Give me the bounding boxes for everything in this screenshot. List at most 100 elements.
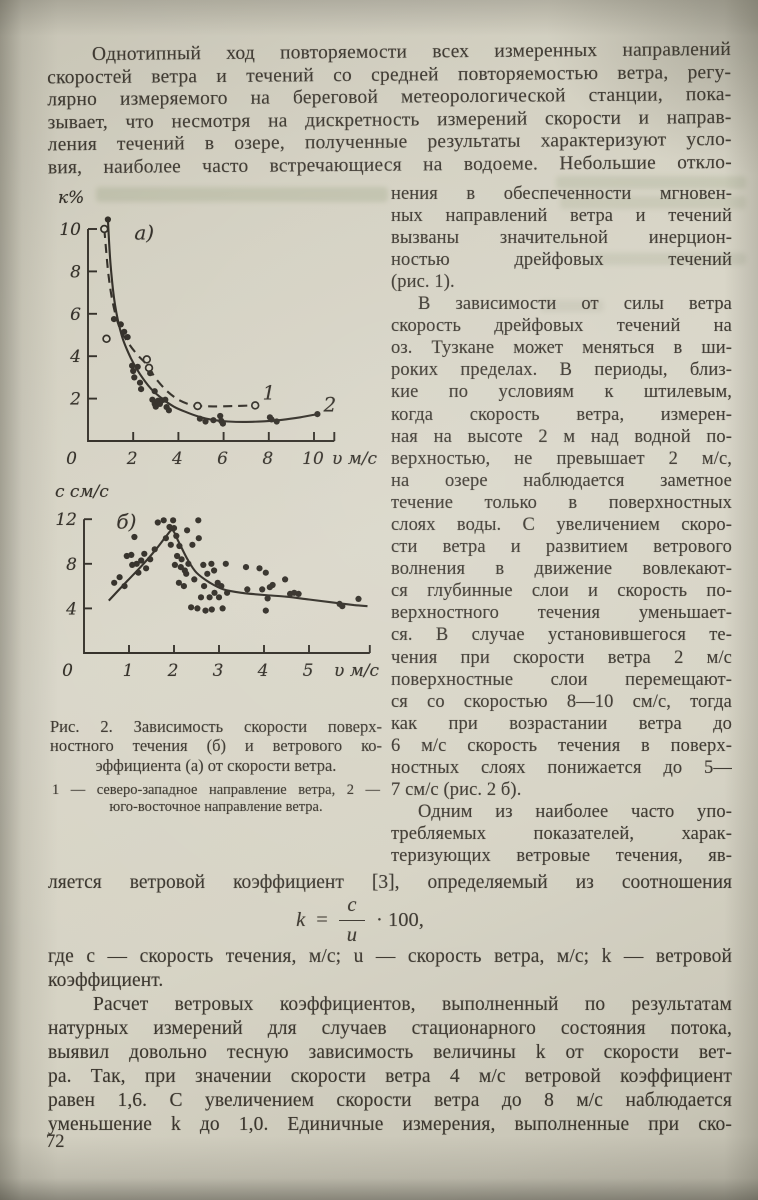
data-point <box>154 518 161 526</box>
data-point <box>264 594 271 602</box>
paragraph-intro: Однотипный ход повторяемости всех измере… <box>47 39 732 180</box>
x-tick-label: 4 <box>257 661 269 681</box>
data-point-open <box>102 334 111 343</box>
page-number: 72 <box>46 1132 65 1152</box>
data-point <box>189 541 196 548</box>
text-line: ся глубинные слои и скорость по- <box>391 581 732 602</box>
panel-label: а) <box>134 220 154 244</box>
data-point <box>147 555 154 562</box>
text-line: как при возрастании ветра до <box>391 713 732 734</box>
text-line: требляемых показателей, харак- <box>391 824 732 845</box>
series-points-1 <box>100 224 260 410</box>
data-point <box>242 563 250 570</box>
formula-lhs: k <box>296 908 306 931</box>
text-line: коэффициент. <box>48 970 164 992</box>
data-point <box>339 602 346 609</box>
data-point <box>215 593 223 600</box>
data-point <box>244 585 251 593</box>
text-line: ных направлений ветра и течений <box>391 205 732 226</box>
y-axis-label: с см/с <box>55 482 109 502</box>
text-line: ся. В случае установившегося те- <box>391 625 732 646</box>
data-point <box>175 579 182 586</box>
x-tick-label: 4 <box>171 449 183 469</box>
paragraph-where: где c — скорость течения, м/с; u — скоро… <box>48 945 732 993</box>
data-point <box>262 569 269 576</box>
data-point <box>131 533 138 540</box>
text-figure-flow: 2 4 6 8 10 2 4 6 8 10 0 υ м/с к% а) 1 2 4 8 12 1 2 3 4 5 0 υ м/с… <box>48 183 732 868</box>
text-line: 6 м/с скорость течения в поверх- <box>391 735 732 756</box>
text-line: верхностью, не превышает 2 м/с, <box>391 448 732 469</box>
data-point <box>130 367 137 374</box>
data-point <box>151 387 158 394</box>
text-line: течение только в поверхностных <box>391 492 732 513</box>
paragraph-calculation: Расчет ветровых коэффициентов, выполненн… <box>48 993 732 1137</box>
data-point <box>117 320 124 328</box>
text-line: (рис. 1). <box>391 271 455 292</box>
y-tick-label: 6 <box>70 304 81 324</box>
y-tick-label: 4 <box>69 347 81 367</box>
data-point <box>219 420 226 427</box>
data-point <box>204 570 211 577</box>
text-line: поверхностные слои перемещают- <box>391 669 732 690</box>
data-point <box>201 582 208 589</box>
data-point <box>162 396 169 403</box>
data-point <box>218 582 225 589</box>
series-label: 1 <box>262 380 275 404</box>
data-point <box>133 560 140 567</box>
data-point <box>206 593 213 600</box>
series-points-2 <box>104 215 321 427</box>
data-point <box>269 581 276 588</box>
x-tick-label: 8 <box>262 449 273 469</box>
text-line: выявил довольно тесную зависимость велич… <box>48 1042 732 1064</box>
text-line: Одним из наиболее часто упо- <box>418 802 732 823</box>
data-point <box>160 516 167 523</box>
data-point <box>176 542 183 549</box>
right-text-column: нения в обеспеченности мгновен-ных напра… <box>391 183 732 868</box>
data-point <box>282 575 289 583</box>
series-curve-1 <box>103 228 256 408</box>
data-point <box>129 362 136 369</box>
data-point <box>202 607 209 614</box>
text-line: равен 1,6. С увеличением скорости ветра … <box>48 1090 732 1112</box>
text-line: оз. Тузкане может меняться в ши- <box>391 338 732 359</box>
data-point <box>173 532 180 539</box>
data-point <box>180 582 187 589</box>
text-line: ра. Так, при значении скорости ветра 4 м… <box>48 1066 732 1088</box>
data-point <box>134 363 141 370</box>
series-points-main <box>111 516 362 614</box>
text-line: где c — скорость течения, м/с; u — скоро… <box>48 946 732 968</box>
data-point <box>174 552 181 559</box>
axes <box>87 227 336 442</box>
data-point <box>191 575 198 583</box>
text-line: скорость дрейфовых течений на <box>391 316 732 337</box>
y-tick-label: 4 <box>65 599 77 619</box>
data-point <box>104 215 111 223</box>
panel-label: б) <box>116 509 136 533</box>
text-line: вызваны значительной инерцион- <box>391 227 732 248</box>
text-line: когда скорость ветра, измерен- <box>391 404 732 425</box>
text-line: теризующих ветровые течения, яв- <box>391 846 732 867</box>
x-axis-label: υ м/с <box>334 661 380 681</box>
y-axis-label: к% <box>58 188 84 208</box>
data-point-open <box>144 363 154 372</box>
data-point <box>151 545 158 552</box>
data-point <box>210 416 217 423</box>
data-point <box>188 603 195 610</box>
text-line: 7 см/с (рис. 2 б). <box>391 780 522 801</box>
data-point <box>259 585 266 593</box>
text-line: В зависимости от силы ветра <box>418 294 732 315</box>
data-point <box>295 590 302 597</box>
y-tick-label: 8 <box>70 262 81 282</box>
data-point <box>200 561 207 568</box>
data-point <box>219 604 226 612</box>
bridge-line: ляется ветровой коэффициент [3], определ… <box>48 867 732 895</box>
y-tick-label: 8 <box>66 554 77 574</box>
data-point <box>217 412 224 419</box>
text-line: нения в обеспеченности мгновен- <box>391 183 732 204</box>
data-point <box>162 534 169 541</box>
data-point <box>110 315 118 322</box>
x-tick-label: 1 <box>123 661 134 681</box>
data-point <box>124 333 131 340</box>
text-line: слоях воды. С увеличением скоро- <box>391 514 732 535</box>
data-point <box>224 589 231 596</box>
